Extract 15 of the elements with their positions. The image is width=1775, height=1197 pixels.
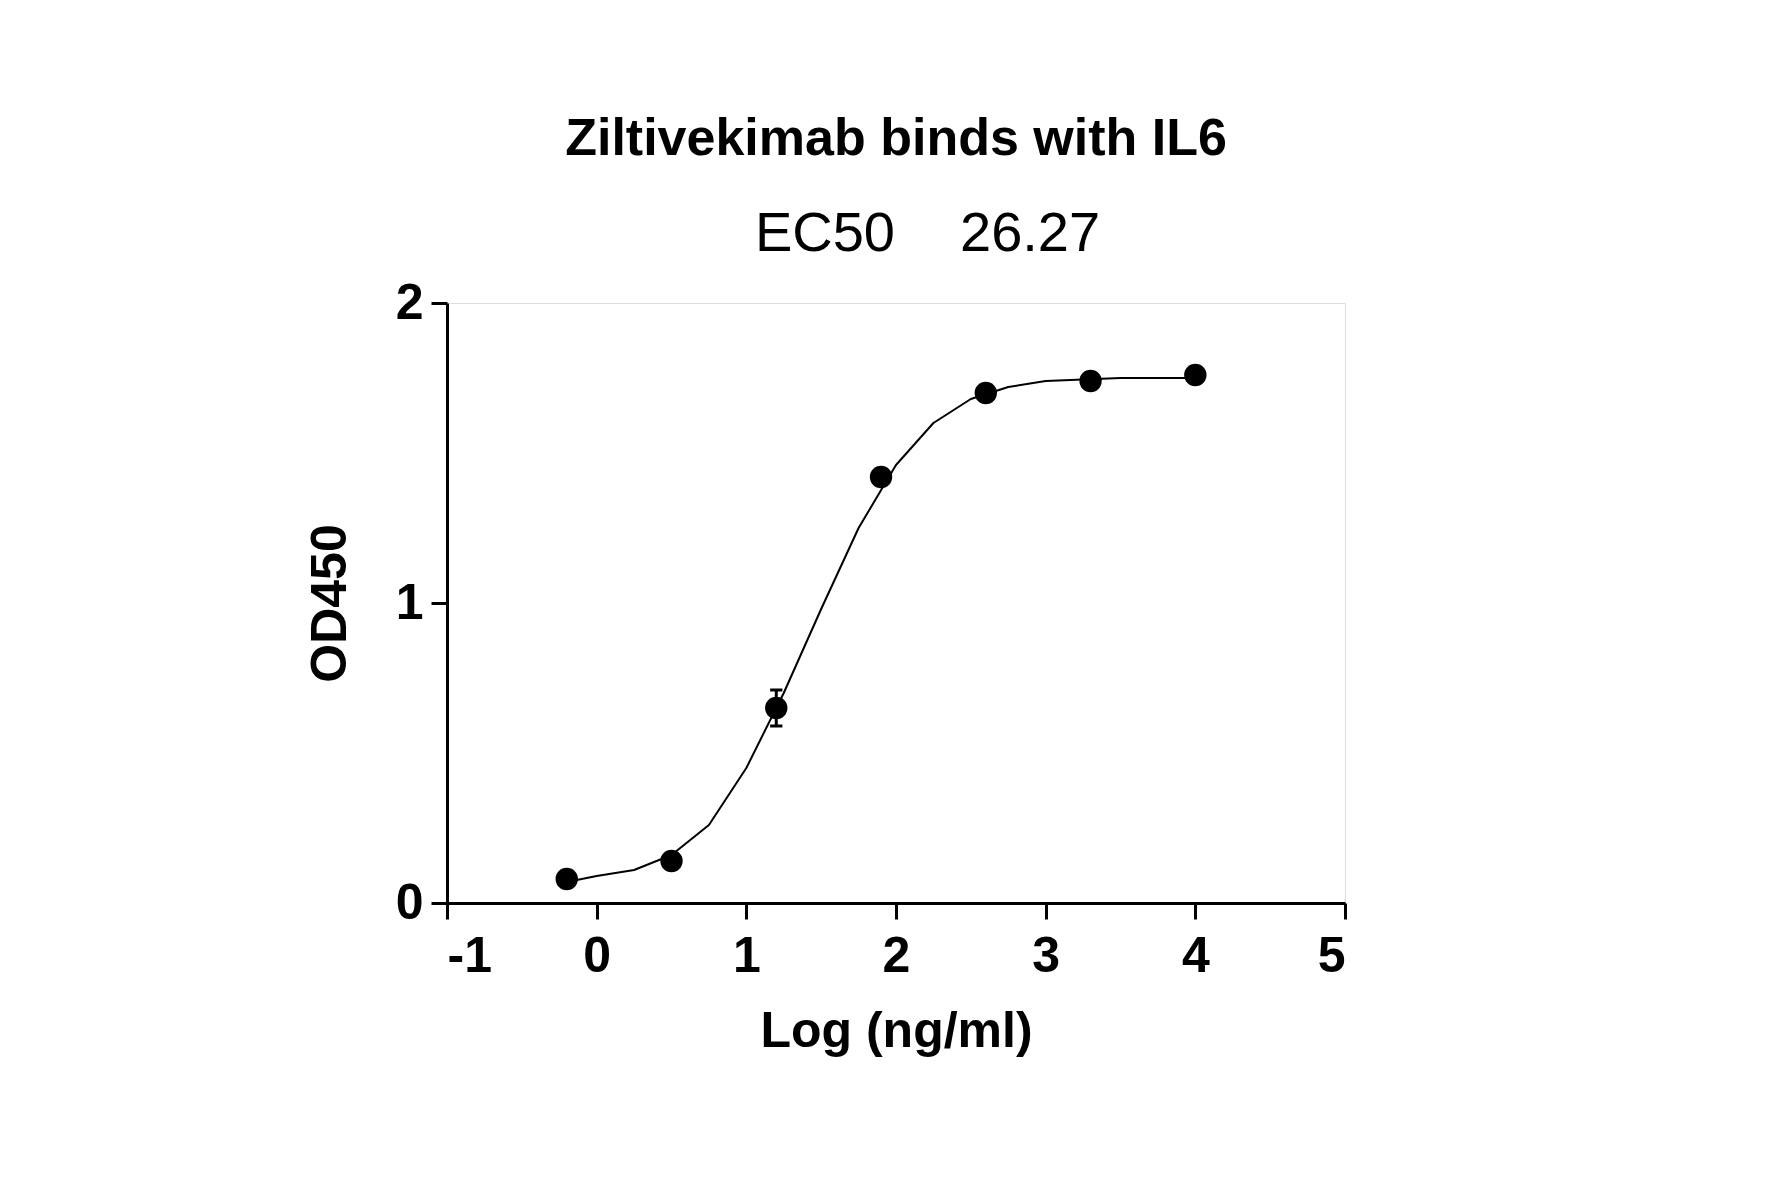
- x-tick-label: 1: [732, 926, 761, 983]
- x-tick-label: 5: [1317, 926, 1346, 983]
- x-tick-label: 0: [583, 926, 612, 983]
- x-tick-label: 4: [1181, 926, 1210, 983]
- y-tick-label: 1: [395, 573, 424, 630]
- text: EC50: [754, 199, 895, 263]
- x-tick-label: 3: [1032, 926, 1061, 983]
- x-axis-title: Log (ng/ml): [760, 1001, 1033, 1058]
- x-tick-label: 2: [882, 926, 911, 983]
- y-tick-label: 0: [395, 873, 424, 930]
- y-tick-label: 2: [395, 273, 424, 330]
- chart-title: Ziltivekimab binds with IL6: [565, 107, 1227, 166]
- text: 26.27: [960, 199, 1101, 263]
- y-axis-title: OD450: [300, 524, 357, 683]
- x-tick-label: -1: [447, 926, 492, 983]
